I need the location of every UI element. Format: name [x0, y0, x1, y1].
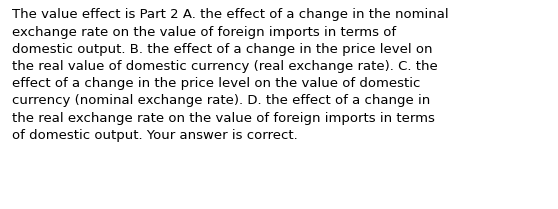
Text: The value effect is Part 2 A. the effect of a change in the nominal
exchange rat: The value effect is Part 2 A. the effect… [12, 8, 449, 142]
